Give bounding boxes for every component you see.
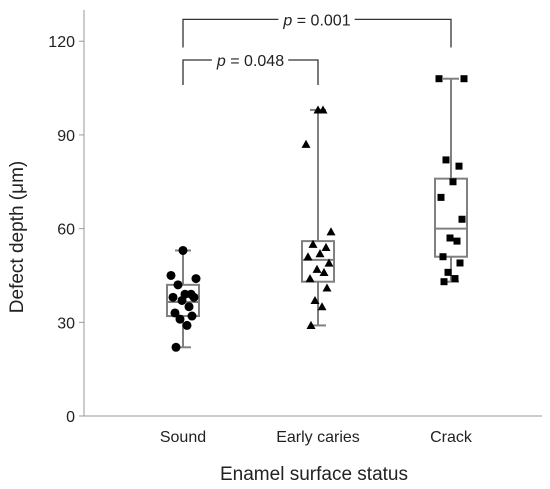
data-point xyxy=(439,253,447,261)
p-value-background xyxy=(278,11,355,31)
data-point xyxy=(455,162,463,170)
axes xyxy=(79,10,542,417)
data-point xyxy=(305,274,315,283)
p-symbol: p xyxy=(216,53,226,70)
data-point xyxy=(322,283,332,292)
x-tick-label: Early caries xyxy=(276,429,360,446)
y-tick-label: 90 xyxy=(57,128,75,145)
data-point xyxy=(170,308,180,318)
y-axis-title: Defect depth (μm) xyxy=(7,161,28,313)
data-point xyxy=(460,75,468,83)
data-point xyxy=(312,264,322,273)
points-crack xyxy=(435,75,468,286)
data-point xyxy=(168,292,178,302)
x-tick-label: Crack xyxy=(430,429,473,446)
data-point xyxy=(456,259,464,267)
data-point xyxy=(186,289,196,299)
x-tick-label: Sound xyxy=(160,429,206,446)
p-value: = 0.048 xyxy=(226,53,284,70)
data-point xyxy=(435,75,443,83)
data-point xyxy=(178,245,188,255)
data-point xyxy=(319,267,329,276)
data-point xyxy=(451,275,459,283)
data-point xyxy=(191,274,201,284)
y-tick-label: 30 xyxy=(57,315,75,332)
points-early-caries xyxy=(301,105,336,330)
bracket-2: p = 0.001 xyxy=(182,11,452,48)
p-value-background xyxy=(211,51,289,71)
data-point xyxy=(458,215,466,223)
data-point xyxy=(166,270,176,280)
data-point xyxy=(303,252,313,261)
data-point xyxy=(326,227,336,236)
data-point xyxy=(173,280,183,290)
data-point xyxy=(317,302,327,311)
boxes xyxy=(166,77,468,349)
data-point xyxy=(446,234,454,242)
data-point xyxy=(315,249,325,258)
y-tick-label: 120 xyxy=(48,34,75,51)
points-sound xyxy=(166,245,201,352)
y-tick-label: 60 xyxy=(57,222,75,239)
y-tick-label: 0 xyxy=(66,409,75,426)
data-point xyxy=(182,320,192,330)
data-point xyxy=(301,139,311,148)
data-point xyxy=(175,314,185,324)
data-point xyxy=(321,242,331,251)
data-point xyxy=(308,239,318,248)
bracket-1: p = 0.048 xyxy=(182,51,319,85)
data-point xyxy=(310,295,320,305)
data-point xyxy=(444,268,452,276)
data-points xyxy=(166,75,468,352)
tick-labels: 0 30 60 90 120 Sound Early caries Crack xyxy=(48,34,473,446)
p-symbol: p xyxy=(282,12,292,29)
p-value-label: p = 0.048 xyxy=(216,53,284,70)
x-axis-title: Enamel surface status xyxy=(220,464,408,485)
data-point xyxy=(306,320,316,330)
data-point xyxy=(184,302,194,312)
p-value-label: p = 0.001 xyxy=(282,12,350,29)
data-point xyxy=(318,105,328,114)
data-point xyxy=(440,278,448,286)
box-iqr xyxy=(301,240,335,283)
data-point xyxy=(453,237,461,245)
data-point xyxy=(442,156,450,164)
p-value: = 0.001 xyxy=(292,12,350,29)
data-point xyxy=(437,193,445,201)
data-point xyxy=(187,311,197,321)
data-point xyxy=(449,178,457,186)
data-point xyxy=(324,258,334,267)
data-point xyxy=(171,342,181,352)
